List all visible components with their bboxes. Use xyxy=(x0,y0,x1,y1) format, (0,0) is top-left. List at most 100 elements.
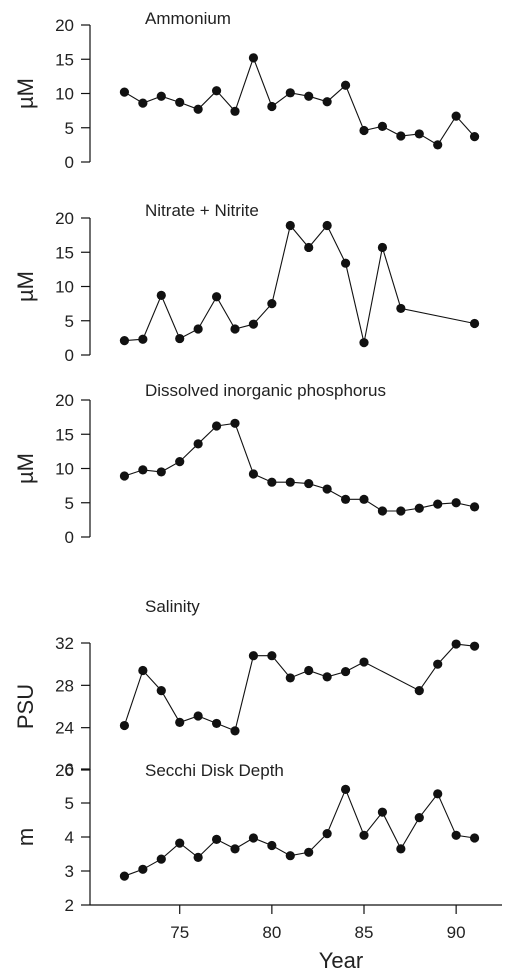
data-point xyxy=(175,333,185,344)
data-point xyxy=(230,726,240,736)
panel-title: Nitrate + Nitrite xyxy=(145,201,259,220)
data-point xyxy=(119,471,130,481)
data-point xyxy=(138,665,148,676)
data-point xyxy=(340,666,351,677)
data-point xyxy=(248,833,259,843)
data-point xyxy=(322,829,332,839)
data-point xyxy=(377,242,388,253)
data-point xyxy=(193,852,203,863)
data-point xyxy=(414,503,424,513)
y-tick-label: 15 xyxy=(55,425,74,444)
data-point xyxy=(119,871,130,881)
panel-2: 0 5 10 15 20 µM Nitrate + Nitrite xyxy=(13,201,480,365)
data-point xyxy=(322,97,332,107)
panel-title: Salinity xyxy=(145,597,200,616)
y-axis-label: m xyxy=(13,828,38,846)
data-point xyxy=(248,469,259,479)
y-axis-label: µM xyxy=(13,453,38,484)
data-point xyxy=(285,88,295,98)
y-tick-label: 20 xyxy=(55,761,74,780)
data-point xyxy=(138,98,148,108)
y-tick-label: 15 xyxy=(55,243,74,262)
y-tick-label: 10 xyxy=(55,85,74,104)
data-point xyxy=(304,91,314,101)
data-point xyxy=(156,91,166,101)
data-point xyxy=(359,338,369,348)
data-point xyxy=(211,834,222,844)
data-point xyxy=(469,318,480,329)
data-point xyxy=(175,838,185,848)
data-point xyxy=(285,220,295,231)
data-point xyxy=(267,651,277,661)
data-point xyxy=(285,477,295,487)
data-point xyxy=(285,851,295,861)
data-point xyxy=(451,498,461,508)
series-line xyxy=(124,787,475,877)
data-point xyxy=(469,502,480,512)
y-tick-label: 20 xyxy=(55,209,74,228)
data-point xyxy=(119,720,130,731)
panel-3: 0 5 10 15 20 µM Dissolved inorganic phosphorus xyxy=(13,381,480,547)
data-point xyxy=(322,672,332,682)
data-point xyxy=(396,844,406,854)
series-line xyxy=(124,224,475,343)
data-point xyxy=(193,104,203,114)
y-axis-label: µM xyxy=(13,271,38,302)
panel-title: Dissolved inorganic phosphorus xyxy=(145,381,386,400)
data-point xyxy=(359,494,369,504)
data-point xyxy=(359,830,369,840)
data-point xyxy=(396,131,406,141)
data-point xyxy=(304,847,314,857)
data-point xyxy=(119,87,130,97)
data-point xyxy=(119,336,130,346)
y-tick-label: 0 xyxy=(65,153,74,172)
data-point xyxy=(175,457,185,467)
data-point xyxy=(211,86,222,96)
y-tick-label: 32 xyxy=(55,634,74,653)
series-line xyxy=(124,422,475,512)
y-tick-label: 4 xyxy=(65,828,74,847)
data-point xyxy=(156,290,166,301)
data-point xyxy=(267,101,277,112)
data-point xyxy=(396,303,406,314)
data-point xyxy=(156,854,166,864)
series-line xyxy=(123,643,475,732)
data-point xyxy=(469,641,480,651)
data-point xyxy=(414,813,424,823)
data-point xyxy=(340,258,351,268)
data-point xyxy=(156,467,166,477)
data-point xyxy=(377,121,388,131)
x-axis-label: Year xyxy=(319,948,363,973)
data-point xyxy=(211,292,222,302)
data-point xyxy=(211,718,222,729)
x-tick-label: 90 xyxy=(447,923,466,942)
y-tick-label: 15 xyxy=(55,50,74,69)
data-point xyxy=(175,717,185,727)
y-tick-label: 10 xyxy=(55,278,74,297)
data-point xyxy=(230,418,240,428)
data-point xyxy=(193,711,203,721)
y-tick-label: 0 xyxy=(65,346,74,365)
y-axis-label: µM xyxy=(13,78,38,109)
panel-title: Ammonium xyxy=(145,9,231,28)
data-point xyxy=(138,465,148,475)
data-point xyxy=(414,129,424,139)
data-point xyxy=(433,499,443,509)
data-point xyxy=(469,833,480,843)
data-point xyxy=(451,111,461,121)
y-axis-label: PSU xyxy=(13,684,38,729)
data-point xyxy=(377,807,388,817)
panel-4: 20 24 28 32 PSU Salinity xyxy=(13,597,480,780)
data-point xyxy=(156,686,166,696)
data-point xyxy=(414,686,424,696)
data-point xyxy=(322,220,332,231)
x-tick-label: 85 xyxy=(355,923,374,942)
data-point xyxy=(230,844,240,854)
data-point xyxy=(304,478,314,489)
data-point xyxy=(193,324,203,334)
y-tick-label: 3 xyxy=(65,862,74,881)
data-point xyxy=(138,864,148,874)
data-point xyxy=(248,53,259,63)
data-point xyxy=(340,80,351,90)
